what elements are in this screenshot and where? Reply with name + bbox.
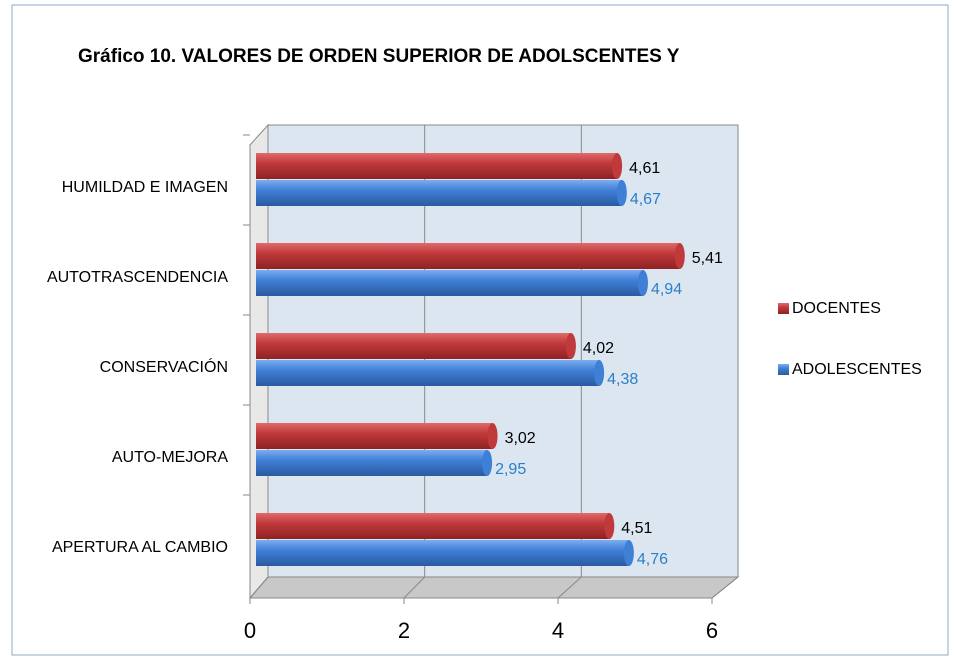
- y-tick-label: AUTOTRASCENDENCIA: [47, 269, 228, 286]
- y-tick-label: HUMILDAD E IMAGEN: [62, 179, 228, 196]
- bar-cap: [565, 333, 576, 359]
- bar-cap: [674, 243, 685, 269]
- value-label: 4,38: [607, 371, 638, 388]
- grid-line: [403, 576, 426, 599]
- value-label: 5,41: [692, 250, 723, 267]
- x-tick-label: 4: [552, 618, 564, 643]
- legend-label: ADOLESCENTES: [792, 361, 922, 378]
- bar: [256, 540, 629, 566]
- chart-title: Gráfico 10. VALORES DE ORDEN SUPERIOR DE…: [78, 46, 680, 67]
- bar: [256, 270, 643, 296]
- bar: [256, 153, 618, 179]
- floor: [248, 576, 740, 599]
- grid-line: [711, 576, 739, 599]
- legend-swatch: [778, 364, 789, 375]
- y-tick-label: AUTO-MEJORA: [112, 449, 228, 466]
- y-tick-label: APERTURA AL CAMBIO: [52, 539, 228, 556]
- x-tick-label: 0: [244, 618, 256, 643]
- bar: [256, 360, 600, 386]
- bar-cap: [604, 513, 615, 539]
- bar-cap: [616, 180, 627, 206]
- bar: [256, 423, 493, 449]
- x-tick-label: 6: [706, 618, 718, 643]
- grid-line: [249, 576, 269, 599]
- value-label: 2,95: [495, 461, 526, 478]
- value-label: 4,61: [629, 160, 660, 177]
- bar: [256, 333, 571, 359]
- value-label: 4,67: [630, 191, 661, 208]
- bar-cap: [594, 360, 605, 386]
- value-label: 4,94: [651, 281, 682, 298]
- grid-line: [557, 576, 582, 599]
- value-label: 4,51: [621, 520, 652, 537]
- value-label: 4,76: [637, 551, 668, 568]
- value-label: 4,02: [583, 340, 614, 357]
- legend-swatch: [778, 303, 789, 314]
- value-label: 3,02: [505, 430, 536, 447]
- y-tick-label: CONSERVACIÓN: [100, 357, 228, 376]
- bar-cap: [482, 450, 493, 476]
- bar-cap: [487, 423, 498, 449]
- bar: [256, 513, 610, 539]
- bar: [256, 180, 622, 206]
- bar: [256, 450, 488, 476]
- bar: [256, 243, 680, 269]
- bar-cap: [637, 270, 648, 296]
- bar-cap: [612, 153, 623, 179]
- bar-cap: [623, 540, 634, 566]
- x-tick-label: 2: [398, 618, 410, 643]
- legend-label: DOCENTES: [792, 300, 881, 317]
